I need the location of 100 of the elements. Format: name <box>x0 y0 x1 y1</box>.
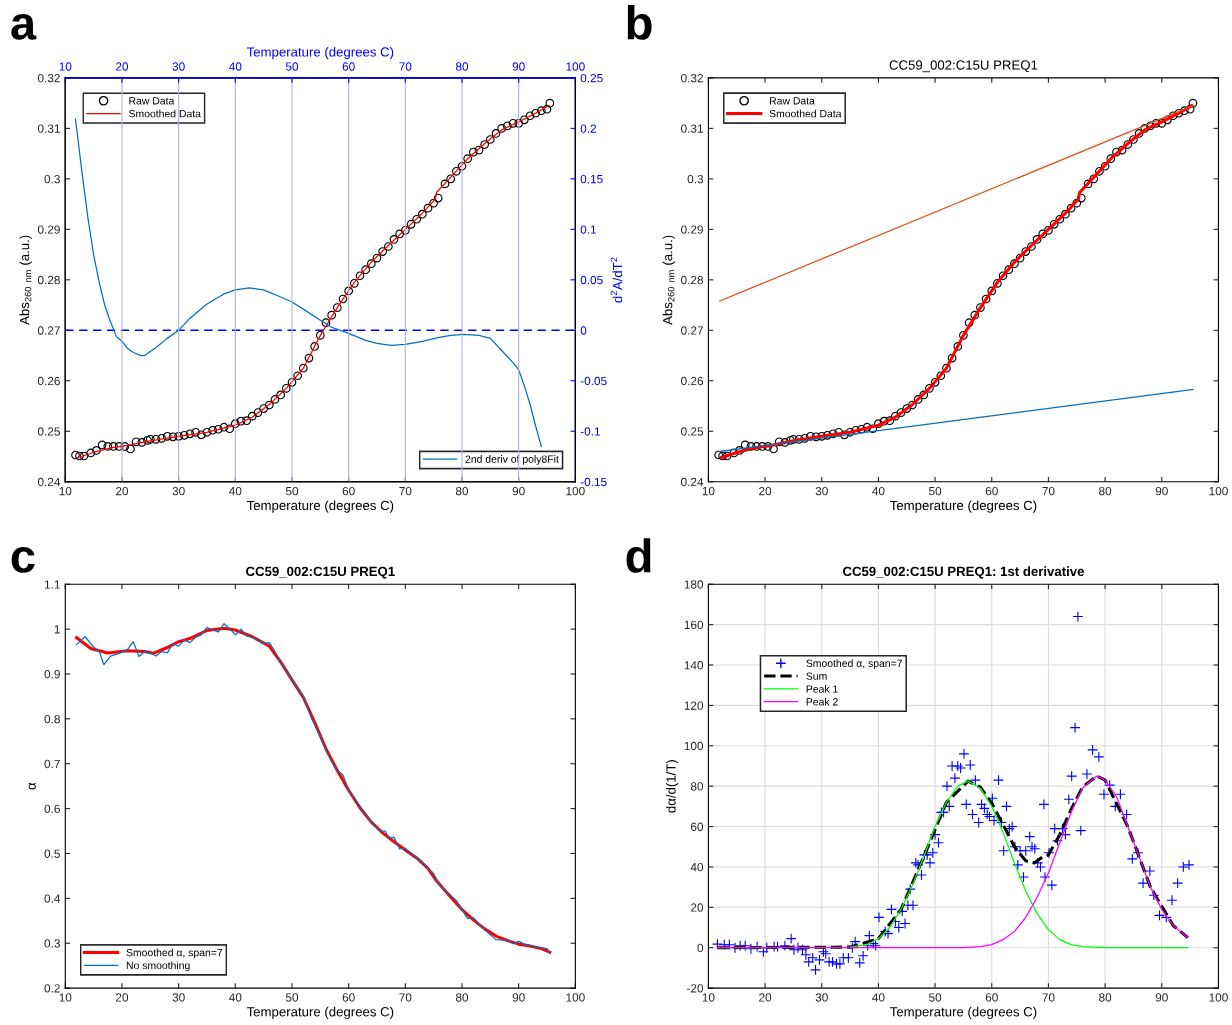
x-tick-label: 100 <box>566 993 585 1002</box>
x-tick-label: 20 <box>759 993 772 1002</box>
text: c <box>11 546 35 573</box>
y-tick-label: 180 <box>684 580 704 589</box>
legend-label: Smoothed α, span=7 <box>806 659 902 670</box>
x-tick-label: 40 <box>229 486 242 496</box>
text: d <box>626 538 651 573</box>
x-tick-label: 10 <box>59 993 72 1002</box>
x-tick-label: 90 <box>1155 993 1168 1002</box>
y-axis-title: Abs$_{260 nm}$ (a.u.) <box>662 235 675 325</box>
legend-label: Smoothed Data <box>129 109 201 118</box>
y-tick-label: 0.29 <box>37 225 60 234</box>
y2-tick-label: 0.05 <box>580 275 603 285</box>
chart-title: CC59_002:C15U PREQ1 <box>889 60 1038 73</box>
x-tick-label: 90 <box>1155 486 1168 496</box>
x2-tick-label: 100 <box>566 62 585 71</box>
y-tick-label: 0.25 <box>37 427 60 436</box>
x-tick-label: 60 <box>342 486 355 496</box>
y-tick-label: 0.27 <box>37 326 60 335</box>
x-tick-label: 80 <box>1099 486 1112 496</box>
y-tick-label: 0.2 <box>44 984 60 993</box>
y-tick-label: 0.27 <box>681 326 703 335</box>
y-tick-label: 0.28 <box>37 275 60 285</box>
y-tick-label: 0.26 <box>681 376 704 386</box>
y-tick-label: -20 <box>687 984 704 993</box>
y-tick-label: 0.8 <box>44 714 60 724</box>
x-tick-label: 90 <box>512 486 525 496</box>
x-tick-label: 80 <box>1099 993 1112 1002</box>
text: a <box>11 13 37 40</box>
y-tick-label: 1 <box>54 625 60 634</box>
x-tick-label: 100 <box>1209 486 1228 496</box>
y-tick-label: 60 <box>691 822 704 831</box>
legend-label: Smoothed α, span=7 <box>126 948 223 959</box>
x-tick-label: 40 <box>229 993 242 1002</box>
y-axis-title: Abs$_{260 nm}$ (a.u.) <box>19 235 32 325</box>
x2-tick-label: 20 <box>116 62 129 71</box>
chart-title: CC59_002:C15U PREQ1 <box>246 566 395 579</box>
legend-label: Raw Data <box>129 97 175 105</box>
x-tick-label: 30 <box>815 993 828 1002</box>
y2-tick-label: 0.2 <box>580 124 597 133</box>
y-tick-label: 0.5 <box>44 849 60 858</box>
y-tick-label: 0.32 <box>681 73 703 83</box>
legend-label: No smoothing <box>126 961 190 972</box>
x-tick-label: 50 <box>929 486 942 496</box>
x2-tick-label: 40 <box>229 62 242 71</box>
y-tick-label: 80 <box>690 782 704 791</box>
y-tick-label: 0.25 <box>681 427 704 436</box>
y-tick-label: 0.24 <box>37 477 61 487</box>
x-tick-label: 10 <box>702 993 715 1002</box>
y2-tick-label: 0 <box>580 326 587 335</box>
x2-tick-label: 60 <box>342 62 355 71</box>
x-tick-label: 30 <box>815 486 828 496</box>
y-tick-label: 100 <box>684 741 704 751</box>
x-tick-label: 70 <box>1042 993 1055 1002</box>
x-tick-label: 20 <box>759 486 772 496</box>
legend-label: 2nd deriv of poly8Fit <box>465 455 559 465</box>
legend-label: Raw Data <box>769 97 815 105</box>
x2-tick-label: 50 <box>285 62 299 71</box>
y-tick-label: 0.9 <box>44 670 60 679</box>
x-tick-label: 70 <box>1042 486 1055 496</box>
text: b <box>627 5 652 40</box>
x2-tick-label: 30 <box>172 62 185 71</box>
x-tick-label: 100 <box>566 486 585 496</box>
y-axis-title: α <box>28 782 36 790</box>
y-tick-label: 0.31 <box>681 124 703 133</box>
y2-tick-label: 0.15 <box>580 174 603 184</box>
y-tick-label: 0.3 <box>44 174 60 184</box>
x-tick-label: 60 <box>985 486 998 496</box>
x2-tick-label: 10 <box>59 62 72 71</box>
y-tick-label: 0.7 <box>44 759 60 769</box>
x-axis-title: Temperature (degrees C) <box>890 1006 1037 1020</box>
x-tick-label: 30 <box>172 486 185 496</box>
x-tick-label: 20 <box>116 486 129 496</box>
y-tick-label: 0.28 <box>681 275 704 285</box>
y-tick-label: 0.31 <box>37 124 60 133</box>
y-tick-label: 1.1 <box>44 580 60 589</box>
x-tick-label: 10 <box>702 486 715 496</box>
y-axis-title: dα/d(1/T) <box>665 760 679 813</box>
y-tick-label: 0.26 <box>37 376 60 386</box>
x-tick-label: 30 <box>172 993 185 1002</box>
legend-label: Smoothed Data <box>769 109 842 118</box>
x2-tick-label: 90 <box>512 62 525 71</box>
y2-tick-label: 0.1 <box>580 225 597 234</box>
y-tick-label: 40 <box>690 862 704 872</box>
y-tick-label: 20 <box>691 903 704 912</box>
x-tick-label: 50 <box>929 993 942 1002</box>
y-tick-label: 0.4 <box>44 894 61 903</box>
y2-tick-label: -0.15 <box>580 477 607 487</box>
legend-label: Sum <box>806 672 827 680</box>
legend-label: Peak 2 <box>806 697 838 706</box>
y-tick-label: 0.29 <box>681 225 703 234</box>
x-tick-label: 50 <box>285 993 299 1002</box>
x-axis-title: Temperature (degrees C) <box>246 1006 394 1020</box>
x2-axis-title: Temperature (degrees C) <box>246 46 394 60</box>
x-tick-label: 20 <box>116 993 129 1002</box>
y-tick-label: 0 <box>697 943 704 953</box>
y-tick-label: 0.24 <box>681 477 704 487</box>
x-tick-label: 10 <box>59 486 72 496</box>
x2-tick-label: 70 <box>399 62 412 71</box>
x-tick-label: 50 <box>285 486 299 496</box>
